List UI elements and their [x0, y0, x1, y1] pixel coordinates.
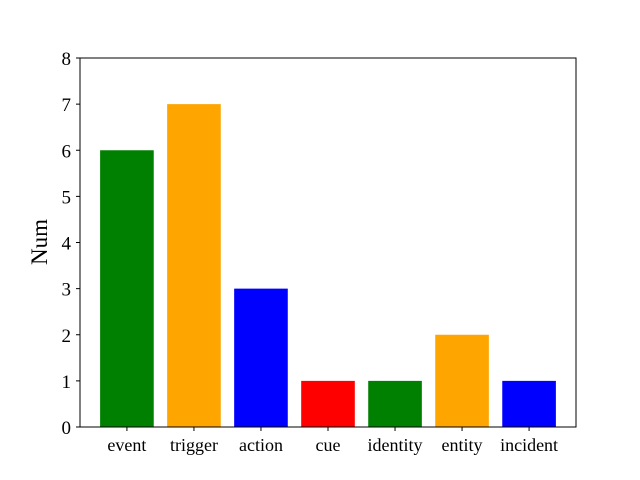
bar-incident	[502, 380, 556, 428]
y-axis-label: Num	[27, 219, 52, 265]
bar-trigger	[167, 104, 221, 428]
plot-frame	[79, 57, 577, 428]
y-tick-label: 5	[62, 187, 72, 208]
x-tick-label: cue	[316, 435, 341, 455]
bar-cue	[301, 380, 355, 428]
bar-entity	[435, 334, 489, 427]
bar-event	[100, 150, 154, 427]
x-tick-label: event	[107, 435, 146, 455]
y-tick-label: 1	[62, 372, 72, 393]
x-tick-label: action	[239, 435, 283, 455]
x-tick-label: entity	[442, 435, 483, 455]
x-axis: event trigger action cue identity entity incid…	[107, 427, 558, 455]
bars-group	[100, 104, 556, 428]
y-tick-label: 8	[62, 49, 72, 70]
bar-identity	[368, 380, 422, 428]
x-tick-label: incident	[500, 435, 558, 455]
x-tick-label: trigger	[170, 435, 218, 455]
y-tick-label: 0	[62, 418, 72, 439]
y-tick-label: 2	[62, 326, 72, 347]
y-axis: 0 1 2 3 4 5 6 7 8	[62, 49, 80, 439]
y-tick-label: 6	[62, 141, 72, 162]
y-tick-label: 4	[62, 234, 72, 255]
bar-action	[234, 288, 288, 428]
x-tick-label: identity	[368, 435, 423, 455]
y-tick-label: 7	[62, 95, 72, 116]
y-tick-label: 3	[62, 280, 72, 301]
